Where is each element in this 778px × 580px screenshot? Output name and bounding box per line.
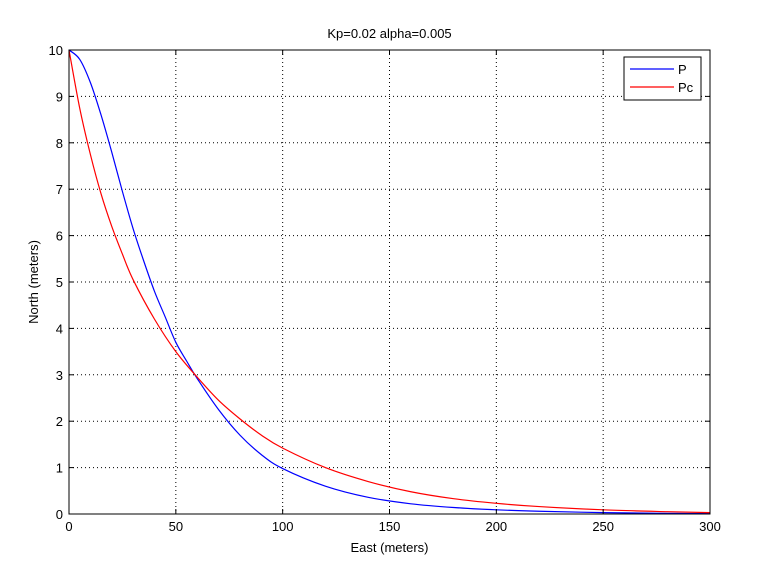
y-tick-label: 7: [56, 182, 63, 197]
x-tick-label: 150: [379, 519, 401, 534]
x-tick-label: 200: [485, 519, 507, 534]
y-tick-label: 2: [56, 414, 63, 429]
grid: [69, 50, 710, 514]
y-tick-label: 1: [56, 461, 63, 476]
y-tick-label: 3: [56, 368, 63, 383]
x-tick-label: 250: [592, 519, 614, 534]
x-tick-label: 50: [169, 519, 183, 534]
legend-label-pc: Pc: [678, 80, 694, 95]
y-tick-label: 4: [56, 321, 63, 336]
y-tick-label: 0: [56, 507, 63, 522]
legend-box: [623, 56, 702, 101]
x-axis-label: East (meters): [350, 540, 428, 555]
y-tick-label: 10: [49, 43, 63, 58]
series-line-pc: [68, 49, 711, 514]
ticks: 0 50 100 150 200 250 300 0 1 2 3 4 5 6 7 8 9 10: [49, 43, 721, 534]
y-tick-label: 8: [56, 136, 63, 151]
chart-title: Kp=0.02 alpha=0.005: [327, 26, 451, 41]
x-tick-label: 100: [272, 519, 294, 534]
x-tick-label: 0: [65, 519, 72, 534]
y-axis-label: North (meters): [26, 240, 41, 324]
legend-label-p: P: [678, 62, 687, 77]
y-tick-label: 5: [56, 275, 63, 290]
legend: P Pc: [623, 56, 702, 101]
y-tick-label: 6: [56, 229, 63, 244]
x-tick-label: 300: [699, 519, 721, 534]
y-tick-label: 9: [56, 89, 63, 104]
